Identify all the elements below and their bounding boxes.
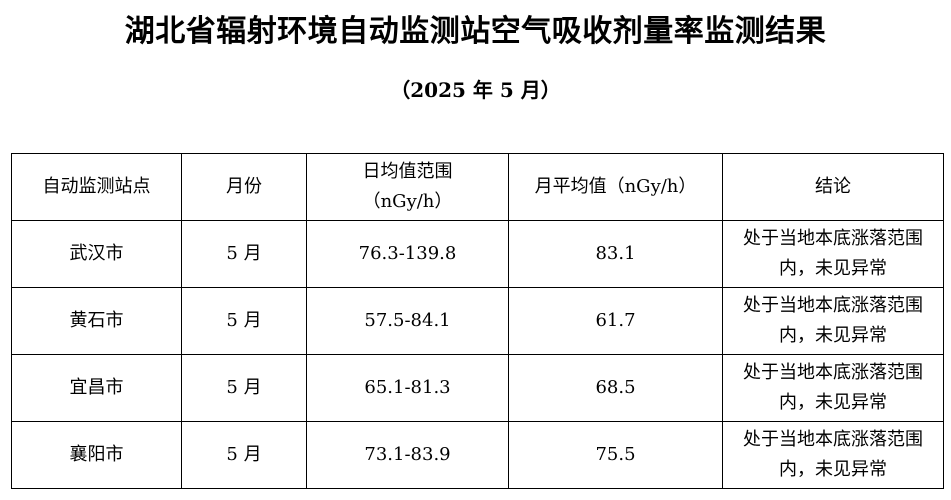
- table-cell: 襄阳市: [11, 421, 182, 489]
- cell-text: 76.3-139.8: [358, 243, 457, 264]
- table-cell: 宜昌市: [11, 354, 182, 422]
- table-cell: 76.3-139.8: [306, 220, 509, 288]
- title: 湖北省辐射环境自动监测站空气吸收剂量率监测结果: [124, 14, 827, 49]
- header-text: 月份: [226, 176, 262, 197]
- table-cell: 处于当地本底涨落范围内，未见异常: [722, 287, 944, 355]
- cell-text: 65.1-81.3: [364, 377, 451, 398]
- cell-text: 处于当地本底涨落范围内，未见异常: [743, 429, 923, 480]
- table-cell: 处于当地本底涨落范围内，未见异常: [722, 421, 944, 489]
- table-cell: 黄石市: [11, 287, 182, 355]
- cell-text: 武汉市: [69, 243, 124, 264]
- column-header: 月份: [181, 153, 307, 221]
- table-cell: 65.1-81.3: [306, 354, 509, 422]
- table-cell: 处于当地本底涨落范围内，未见异常: [722, 220, 944, 288]
- table-row: 武汉市 5 月 76.3-139.8 83.1 处于当地本底涨落范围内，未见异常: [11, 220, 944, 288]
- table-cell: 武汉市: [11, 220, 182, 288]
- cell-text: 75.5: [595, 444, 636, 465]
- cell-text: 处于当地本底涨落范围内，未见异常: [743, 362, 923, 413]
- table-body: 武汉市 5 月 76.3-139.8 83.1 处于当地本底涨落范围内，未见异常 黄石市 5…: [11, 220, 944, 489]
- table-cell: 75.5: [508, 421, 723, 489]
- cell-text: 5 月: [226, 310, 262, 331]
- table-cell: 5 月: [181, 220, 307, 288]
- table-row: 襄阳市 5 月 73.1-83.9 75.5 处于当地本底涨落范围内，未见异常: [11, 421, 944, 489]
- column-header: 结论: [722, 153, 944, 221]
- column-header: 自动监测站点: [11, 153, 182, 221]
- header-text: 月平均值（nGy/h）: [534, 176, 697, 197]
- cell-text: 处于当地本底涨落范围内，未见异常: [743, 228, 923, 279]
- table-cell: 5 月: [181, 421, 307, 489]
- cell-text: 57.5-84.1: [364, 310, 451, 331]
- table-row: 宜昌市 5 月 65.1-81.3 68.5 处于当地本底涨落范围内，未见异常: [11, 354, 944, 422]
- table-cell: 5 月: [181, 354, 307, 422]
- cell-text: 5 月: [226, 243, 262, 264]
- table-row: 黄石市 5 月 57.5-84.1 61.7 处于当地本底涨落范围内，未见异常: [11, 287, 944, 355]
- header-text: 日均值范围（nGy/h）: [362, 161, 453, 212]
- cell-text: 宜昌市: [69, 377, 124, 398]
- header-text: 结论: [815, 176, 851, 197]
- results-table: 自动监测站点 月份 日均值范围（nGy/h） 月平均值（nGy/h） 结论 武汉市 5 月…: [11, 153, 944, 489]
- table-cell: 68.5: [508, 354, 723, 422]
- table-cell: 处于当地本底涨落范围内，未见异常: [722, 354, 944, 422]
- table-cell: 83.1: [508, 220, 723, 288]
- cell-text: 5 月: [226, 377, 262, 398]
- subtitle: （2025 年 5 月）: [390, 78, 561, 102]
- cell-text: 黄石市: [69, 310, 124, 331]
- cell-text: 83.1: [595, 243, 636, 264]
- column-header: 日均值范围（nGy/h）: [306, 153, 509, 221]
- cell-text: 襄阳市: [69, 444, 124, 465]
- table-cell: 73.1-83.9: [306, 421, 509, 489]
- table-cell: 57.5-84.1: [306, 287, 509, 355]
- table-cell: 5 月: [181, 287, 307, 355]
- header-text: 自动监测站点: [42, 176, 151, 197]
- table-cell: 61.7: [508, 287, 723, 355]
- cell-text: 处于当地本底涨落范围内，未见异常: [743, 295, 923, 346]
- cell-text: 61.7: [595, 310, 636, 331]
- cell-text: 73.1-83.9: [364, 444, 451, 465]
- cell-text: 5 月: [226, 444, 262, 465]
- header-row: 自动监测站点 月份 日均值范围（nGy/h） 月平均值（nGy/h） 结论: [11, 153, 944, 221]
- cell-text: 68.5: [595, 377, 636, 398]
- column-header: 月平均值（nGy/h）: [508, 153, 723, 221]
